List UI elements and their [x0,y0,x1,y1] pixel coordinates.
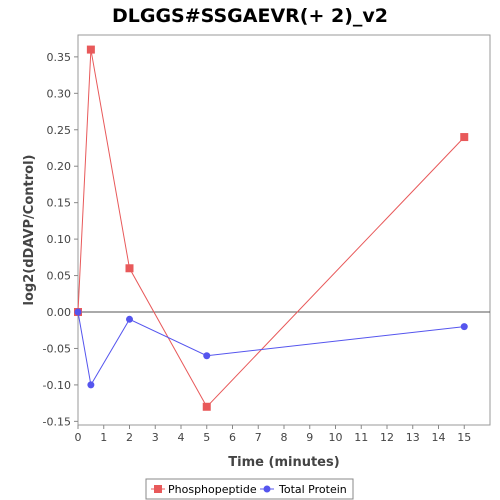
y-tick-label: 0.10 [47,233,72,246]
x-tick-label: 9 [306,431,313,444]
series-group [74,45,469,411]
x-tick-label: 6 [229,431,236,444]
data-point [126,315,133,323]
y-tick-label: 0.25 [47,124,72,137]
data-point [87,381,95,389]
y-tick-label: -0.15 [43,415,71,428]
y-tick-label: -0.05 [43,342,71,355]
data-point [86,45,95,54]
x-axis-label: Time (minutes) [228,455,339,470]
legend-marker-square [154,485,162,493]
x-tick-label: 2 [126,431,133,444]
y-tick-label: 0.20 [47,160,72,173]
x-tick-label: 14 [432,431,446,444]
x-tick-label: 3 [152,431,159,444]
y-axis-label: log2(dDAVP/Control) [22,155,37,306]
y-tick-label: 0.15 [47,197,72,210]
data-point [203,352,211,360]
x-tick-label: 7 [255,431,262,444]
legend-marker-circle [263,485,271,493]
x-tick-label: 13 [406,431,420,444]
data-point [460,133,469,142]
y-axis: -0.15 -0.10 -0.05 0.00 0.05 0.10 0.15 0.20 0.25 0… [43,51,78,428]
legend: Phosphopeptide Total Protein [145,478,354,500]
x-tick-label: 4 [178,431,185,444]
legend-label: Total Protein [278,483,347,496]
x-tick-label: 12 [380,431,394,444]
x-tick-label: 8 [281,431,288,444]
legend-label: Phosphopeptide [168,483,257,496]
data-point [460,323,468,331]
data-point [202,402,211,411]
plot-area [77,34,491,426]
x-tick-label: 1 [100,431,107,444]
y-tick-label: 0.00 [47,306,72,319]
y-tick-label: 0.05 [47,270,72,283]
x-axis: 0 1 2 3 4 5 6 7 8 9 10 11 12 13 14 15 [75,425,471,444]
chart-title: DLGGS#SSGAEVR(+ 2)_v2 [112,5,388,27]
series-total-protein [74,308,468,389]
data-point [125,264,134,273]
y-tick-label: 0.35 [47,51,72,64]
x-tick-label: 11 [354,431,368,444]
legend-box [145,478,354,500]
x-tick-label: 0 [75,431,82,444]
y-tick-label: 0.30 [47,87,72,100]
x-tick-label: 10 [329,431,343,444]
x-tick-label: 15 [457,431,471,444]
y-tick-label: -0.10 [43,379,71,392]
data-point [74,308,82,316]
x-tick-label: 5 [203,431,210,444]
